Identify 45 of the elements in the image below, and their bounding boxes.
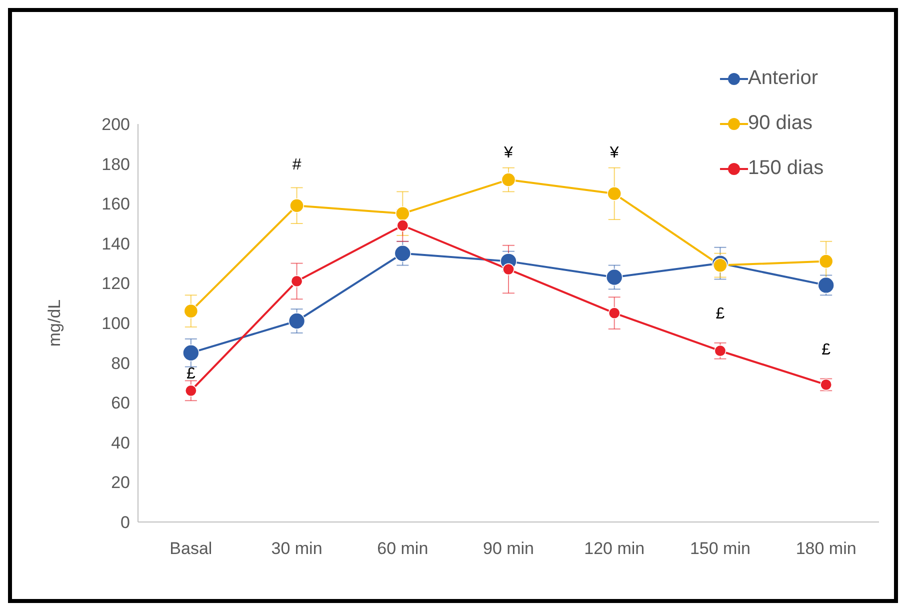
x-tick-label: Basal — [170, 539, 212, 558]
point — [818, 254, 834, 269]
point — [396, 219, 409, 232]
x-tick-label: 150 min — [690, 539, 750, 558]
point — [184, 304, 198, 318]
x-tick-label: 60 min — [377, 539, 428, 558]
x-tick-label: 180 min — [796, 539, 856, 558]
y-tick-label: 40 — [111, 433, 130, 452]
point — [290, 275, 303, 288]
legend-label: Anterior — [748, 67, 818, 90]
point — [184, 384, 197, 397]
y-tick-label: 20 — [111, 473, 130, 492]
annotation: £ — [186, 365, 196, 382]
y-tick-label: 140 — [102, 234, 130, 254]
y-axis-title: mg/dL — [45, 299, 64, 347]
annotation: £ — [822, 342, 831, 359]
y-tick-label: 80 — [111, 354, 130, 373]
x-tick-label: 120 min — [584, 539, 645, 558]
legend-label: 90 dias — [748, 112, 812, 135]
x-tick-label: 90 min — [482, 539, 534, 558]
point — [714, 344, 726, 357]
annotation: # — [292, 156, 302, 174]
y-tick-label: 120 — [102, 274, 130, 294]
y-tick-label: 0 — [120, 513, 130, 532]
point — [395, 206, 410, 221]
point — [502, 263, 514, 276]
y-tick-label: 160 — [102, 194, 130, 214]
point — [607, 186, 622, 201]
annotation: £ — [716, 306, 725, 323]
point — [394, 244, 412, 262]
y-tick-label: 100 — [102, 314, 130, 334]
y-tick-label: 180 — [102, 154, 130, 174]
point — [713, 258, 728, 272]
point — [288, 312, 306, 330]
y-tick-label: 200 — [102, 115, 130, 134]
point — [606, 268, 623, 286]
x-tick-label: 30 min — [271, 539, 322, 558]
point — [290, 198, 304, 213]
legend-label: 150 dias — [748, 157, 824, 180]
annotation: ¥ — [608, 144, 619, 162]
y-tick-label: 60 — [111, 394, 130, 413]
point — [608, 307, 620, 320]
point — [182, 344, 200, 362]
point — [501, 172, 516, 187]
annotation: ¥ — [503, 144, 514, 162]
